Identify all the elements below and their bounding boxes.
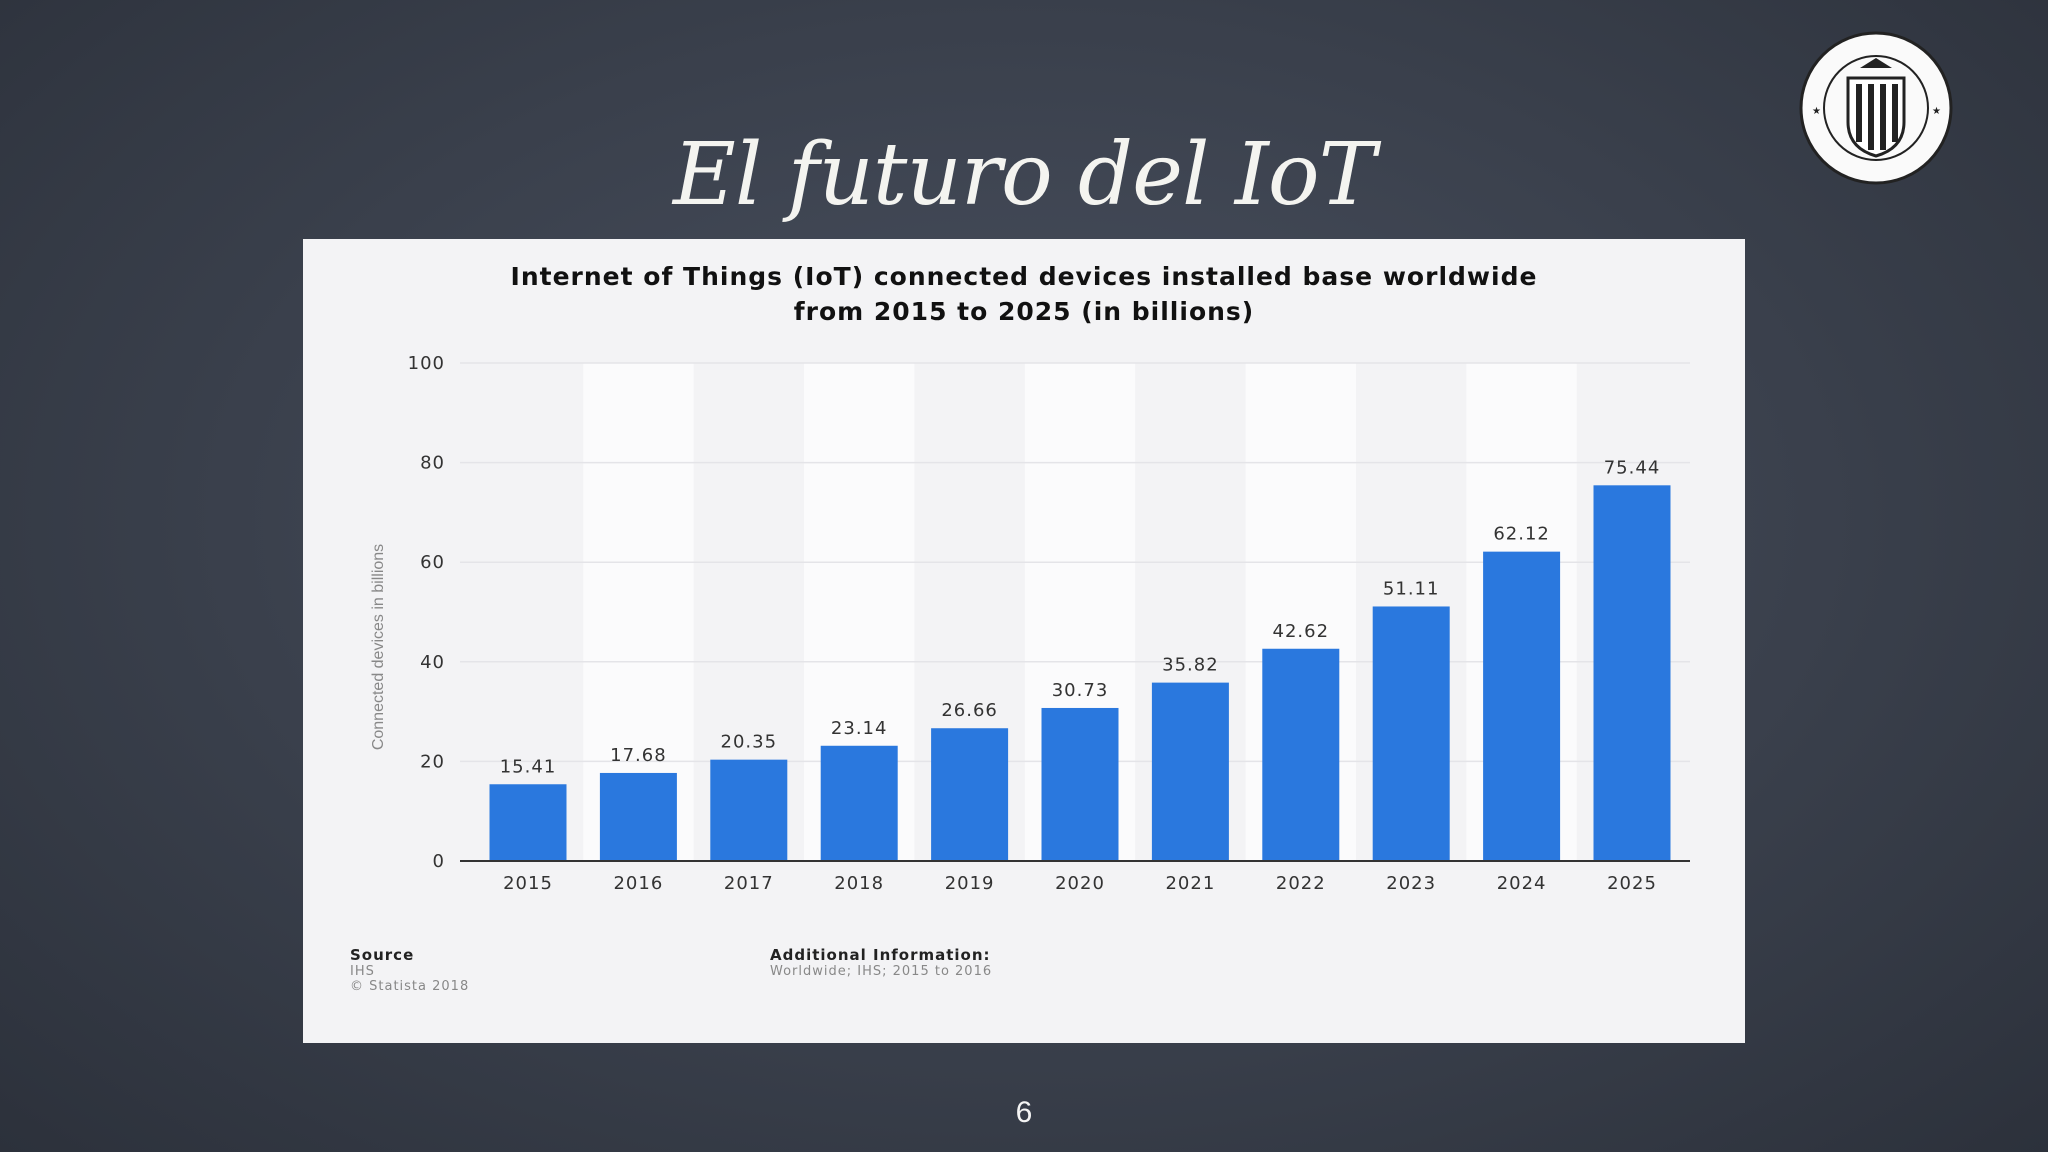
- bar: [1262, 648, 1340, 861]
- x-tick-label: 2016: [613, 873, 663, 894]
- y-tick-label: 20: [420, 751, 445, 772]
- bar: [1483, 551, 1561, 861]
- data-label: 75.44: [1604, 457, 1661, 478]
- chart-title-line-2: from 2015 to 2025 (in billions): [793, 297, 1255, 326]
- bar-chart: 0 20 40 60 80 100 Connected devices in billion…: [370, 353, 1690, 894]
- data-label: 15.41: [500, 756, 557, 777]
- additional-info-block: Additional Information: Worldwide; IHS; …: [770, 946, 992, 979]
- source-line: IHS: [350, 964, 375, 979]
- y-axis-label: Connected devices in billions: [370, 544, 387, 750]
- bar: [1593, 485, 1671, 861]
- data-label: 30.73: [1052, 680, 1109, 701]
- bar: [1151, 682, 1229, 861]
- chart-title: Internet of Things (IoT) connected devic…: [303, 259, 1745, 329]
- bar: [820, 745, 898, 861]
- additional-info-heading: Additional Information:: [770, 946, 991, 964]
- university-seal-logo: ★ ★: [1799, 31, 1953, 185]
- source-heading: Source: [350, 946, 415, 964]
- bar: [931, 728, 1009, 861]
- x-tick-label: 2021: [1165, 873, 1215, 894]
- y-tick-label: 0: [433, 851, 445, 872]
- bar: [599, 772, 677, 861]
- bar: [489, 784, 567, 861]
- x-tick-label: 2019: [945, 873, 995, 894]
- bar: [1041, 707, 1119, 861]
- x-tick-label: 2025: [1607, 873, 1657, 894]
- page-number: 6: [1015, 1096, 1033, 1129]
- data-label: 62.12: [1493, 524, 1550, 545]
- slide-title: El futuro del IoT: [673, 125, 1376, 225]
- data-label: 42.62: [1273, 621, 1330, 642]
- x-tick-label: 2017: [724, 873, 774, 894]
- y-tick-label: 60: [420, 552, 445, 573]
- data-label: 17.68: [610, 745, 667, 766]
- chart-title-line-1: Internet of Things (IoT) connected devic…: [510, 262, 1538, 291]
- x-tick-label: 2018: [834, 873, 884, 894]
- source-block: Source IHS © Statista 2018: [350, 946, 469, 994]
- data-label: 26.66: [941, 700, 998, 721]
- x-tick-label: 2024: [1497, 873, 1547, 894]
- svg-text:★: ★: [1932, 106, 1941, 117]
- data-label: 51.11: [1383, 578, 1440, 599]
- x-tick-label: 2020: [1055, 873, 1105, 894]
- bar: [1372, 606, 1450, 861]
- source-line: © Statista 2018: [350, 979, 470, 994]
- additional-info-line: Worldwide; IHS; 2015 to 2016: [770, 964, 993, 979]
- y-tick-label: 80: [420, 453, 445, 474]
- bar: [710, 759, 788, 861]
- y-tick-label: 100: [408, 353, 445, 374]
- y-tick-label: 40: [420, 652, 445, 673]
- data-label: 23.14: [831, 718, 888, 739]
- svg-text:★: ★: [1812, 106, 1821, 117]
- data-label: 35.82: [1162, 655, 1219, 676]
- x-tick-label: 2023: [1386, 873, 1436, 894]
- data-label: 20.35: [721, 732, 778, 753]
- x-tick-label: 2022: [1276, 873, 1326, 894]
- x-tick-label: 2015: [503, 873, 553, 894]
- chart-panel: Internet of Things (IoT) connected devic…: [303, 239, 1745, 1043]
